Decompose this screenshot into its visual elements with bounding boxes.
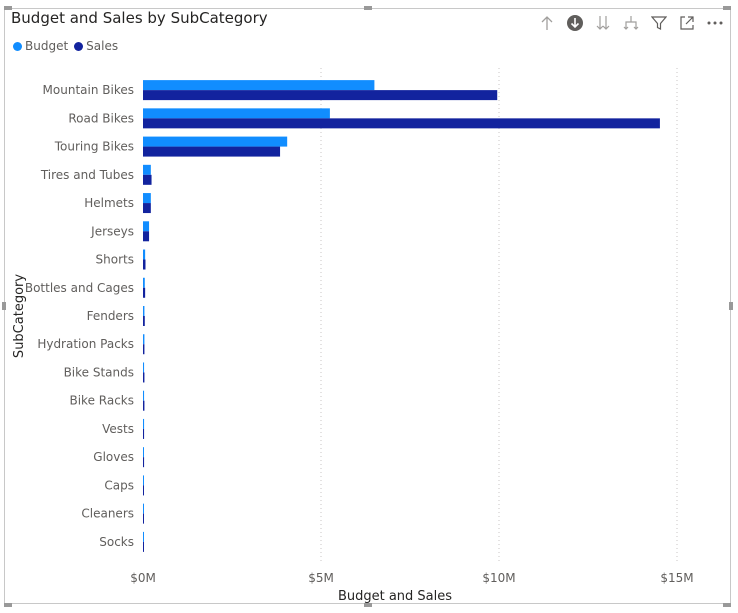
resize-handle[interactable] <box>723 603 731 607</box>
resize-handle[interactable] <box>729 302 733 310</box>
bar-budget[interactable] <box>143 108 330 119</box>
focus-mode-icon[interactable] <box>676 13 698 33</box>
x-tick-label: $15M <box>660 571 693 585</box>
category-label: Bike Racks <box>69 394 134 408</box>
filter-icon[interactable] <box>648 13 670 33</box>
x-tick-label: $0M <box>130 571 156 585</box>
category-label: Jerseys <box>90 224 134 238</box>
bar-sales[interactable] <box>143 231 150 242</box>
resize-handle[interactable] <box>2 302 6 310</box>
bar-sales[interactable] <box>143 287 146 298</box>
bar-budget[interactable] <box>143 193 151 204</box>
category-label: Vests <box>102 422 134 436</box>
bar-budget[interactable] <box>143 136 288 147</box>
expand-hierarchy-icon[interactable] <box>620 13 642 33</box>
more-options-icon[interactable] <box>704 13 726 33</box>
visual-header-toolbar <box>530 13 726 33</box>
bar-budget[interactable] <box>143 503 144 514</box>
category-label: Hydration Packs <box>37 337 134 351</box>
chart-title: Budget and Sales by SubCategory <box>11 9 268 27</box>
resize-handle[interactable] <box>364 603 372 607</box>
drill-up-icon[interactable] <box>536 13 558 33</box>
bar-sales[interactable] <box>143 316 145 326</box>
bar-budget[interactable] <box>143 80 375 91</box>
bar-sales[interactable] <box>143 513 144 524</box>
bar-budget[interactable] <box>143 418 145 429</box>
bar-sales[interactable] <box>143 146 281 157</box>
bar-budget[interactable] <box>143 277 145 288</box>
bar-sales[interactable] <box>143 485 144 496</box>
bar-sales[interactable] <box>143 400 145 411</box>
bar-sales[interactable] <box>143 90 498 101</box>
legend: Budget Sales <box>13 39 124 53</box>
bar-budget[interactable] <box>143 447 144 458</box>
expand-next-level-icon[interactable] <box>592 13 614 33</box>
legend-label-sales: Sales <box>86 39 119 53</box>
bar-budget[interactable] <box>143 306 145 316</box>
resize-handle[interactable] <box>4 6 12 10</box>
bar-sales[interactable] <box>143 174 152 185</box>
category-label: Touring Bikes <box>54 140 134 154</box>
x-tick-label: $5M <box>308 571 334 585</box>
bar-sales[interactable] <box>143 541 144 552</box>
y-axis-title: SubCategory <box>12 274 27 358</box>
category-label: Socks <box>99 535 134 549</box>
bar-budget[interactable] <box>143 390 145 401</box>
category-label: Mountain Bikes <box>43 83 134 97</box>
category-label: Bottles and Cages <box>25 281 134 295</box>
category-label: Road Bikes <box>68 111 134 125</box>
bar-sales[interactable] <box>143 428 145 439</box>
bar-sales[interactable] <box>143 372 145 383</box>
category-label: Shorts <box>96 253 134 267</box>
category-label: Bike Stands <box>64 365 134 379</box>
bar-sales[interactable] <box>143 118 660 129</box>
bar-sales[interactable] <box>143 457 145 468</box>
bar-budget[interactable] <box>143 221 150 232</box>
bar-budget[interactable] <box>143 164 151 175</box>
legend-marker-budget <box>13 41 22 51</box>
legend-item-budget[interactable]: Budget <box>13 39 68 53</box>
visual-container[interactable]: Budget and Sales by SubCategory Budget <box>4 8 731 604</box>
bar-budget[interactable] <box>143 249 146 260</box>
category-label: Tires and Tubes <box>40 168 134 182</box>
resize-handle[interactable] <box>4 603 12 607</box>
x-axis-title: Budget and Sales <box>338 589 452 604</box>
bar-sales[interactable] <box>143 259 146 270</box>
bar-sales[interactable] <box>143 344 145 355</box>
category-label: Gloves <box>93 450 134 464</box>
bar-budget[interactable] <box>143 362 145 373</box>
legend-label-budget: Budget <box>25 39 69 53</box>
resize-handle[interactable] <box>364 6 372 10</box>
bar-budget[interactable] <box>143 475 144 486</box>
drill-down-icon[interactable] <box>564 13 586 33</box>
category-label: Helmets <box>84 196 134 210</box>
resize-handle[interactable] <box>723 6 731 10</box>
category-label: Caps <box>104 478 134 492</box>
category-label: Cleaners <box>81 507 134 521</box>
legend-item-sales[interactable]: Sales <box>74 39 118 53</box>
legend-marker-sales <box>74 41 84 51</box>
bar-budget[interactable] <box>143 531 144 542</box>
bar-sales[interactable] <box>143 203 151 214</box>
x-tick-label: $10M <box>482 571 515 585</box>
bar-budget[interactable] <box>143 334 145 345</box>
category-label: Fenders <box>87 309 134 323</box>
